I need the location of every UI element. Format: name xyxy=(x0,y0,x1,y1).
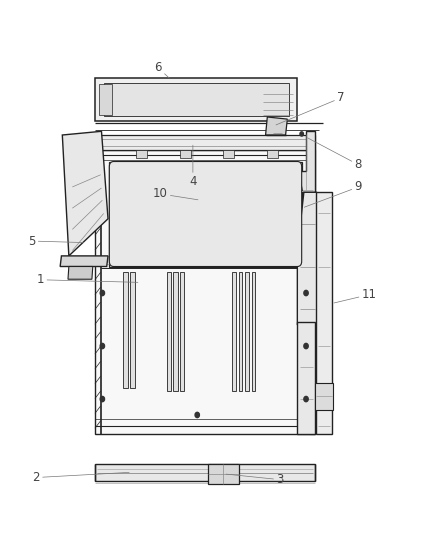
Polygon shape xyxy=(223,150,234,158)
Text: 9: 9 xyxy=(304,181,362,207)
Polygon shape xyxy=(173,272,178,391)
Polygon shape xyxy=(267,150,278,158)
Polygon shape xyxy=(245,272,249,391)
Polygon shape xyxy=(239,272,242,391)
Circle shape xyxy=(304,343,308,349)
Polygon shape xyxy=(123,272,128,389)
Polygon shape xyxy=(60,256,108,266)
Polygon shape xyxy=(95,135,315,150)
FancyBboxPatch shape xyxy=(110,161,302,266)
Text: 1: 1 xyxy=(37,273,138,286)
Circle shape xyxy=(100,397,105,402)
Polygon shape xyxy=(95,78,297,120)
Polygon shape xyxy=(167,272,171,391)
Polygon shape xyxy=(95,464,315,481)
Polygon shape xyxy=(184,188,205,202)
Circle shape xyxy=(195,413,199,418)
Polygon shape xyxy=(95,150,315,433)
Polygon shape xyxy=(180,150,191,158)
Circle shape xyxy=(100,343,105,349)
Circle shape xyxy=(304,397,308,402)
Text: 5: 5 xyxy=(28,235,84,247)
Polygon shape xyxy=(104,83,289,116)
Circle shape xyxy=(304,290,308,296)
Polygon shape xyxy=(68,266,93,279)
Polygon shape xyxy=(136,150,147,158)
Polygon shape xyxy=(208,464,239,484)
Polygon shape xyxy=(252,272,255,391)
Text: 4: 4 xyxy=(189,145,197,188)
Polygon shape xyxy=(265,117,287,135)
Polygon shape xyxy=(110,161,302,266)
Polygon shape xyxy=(232,272,236,391)
Polygon shape xyxy=(99,84,113,115)
Text: 10: 10 xyxy=(153,188,198,200)
Text: 8: 8 xyxy=(307,138,362,171)
Polygon shape xyxy=(297,131,315,192)
Polygon shape xyxy=(62,131,108,256)
Polygon shape xyxy=(315,383,333,410)
Polygon shape xyxy=(297,322,315,433)
Polygon shape xyxy=(180,272,184,391)
Text: 11: 11 xyxy=(334,288,377,303)
Text: 6: 6 xyxy=(154,61,169,78)
Text: 2: 2 xyxy=(32,471,129,484)
Text: 3: 3 xyxy=(226,473,284,486)
Polygon shape xyxy=(130,272,135,389)
Circle shape xyxy=(100,290,105,296)
Polygon shape xyxy=(297,192,317,325)
Circle shape xyxy=(300,132,304,136)
Polygon shape xyxy=(316,192,332,433)
Text: 7: 7 xyxy=(276,91,345,125)
